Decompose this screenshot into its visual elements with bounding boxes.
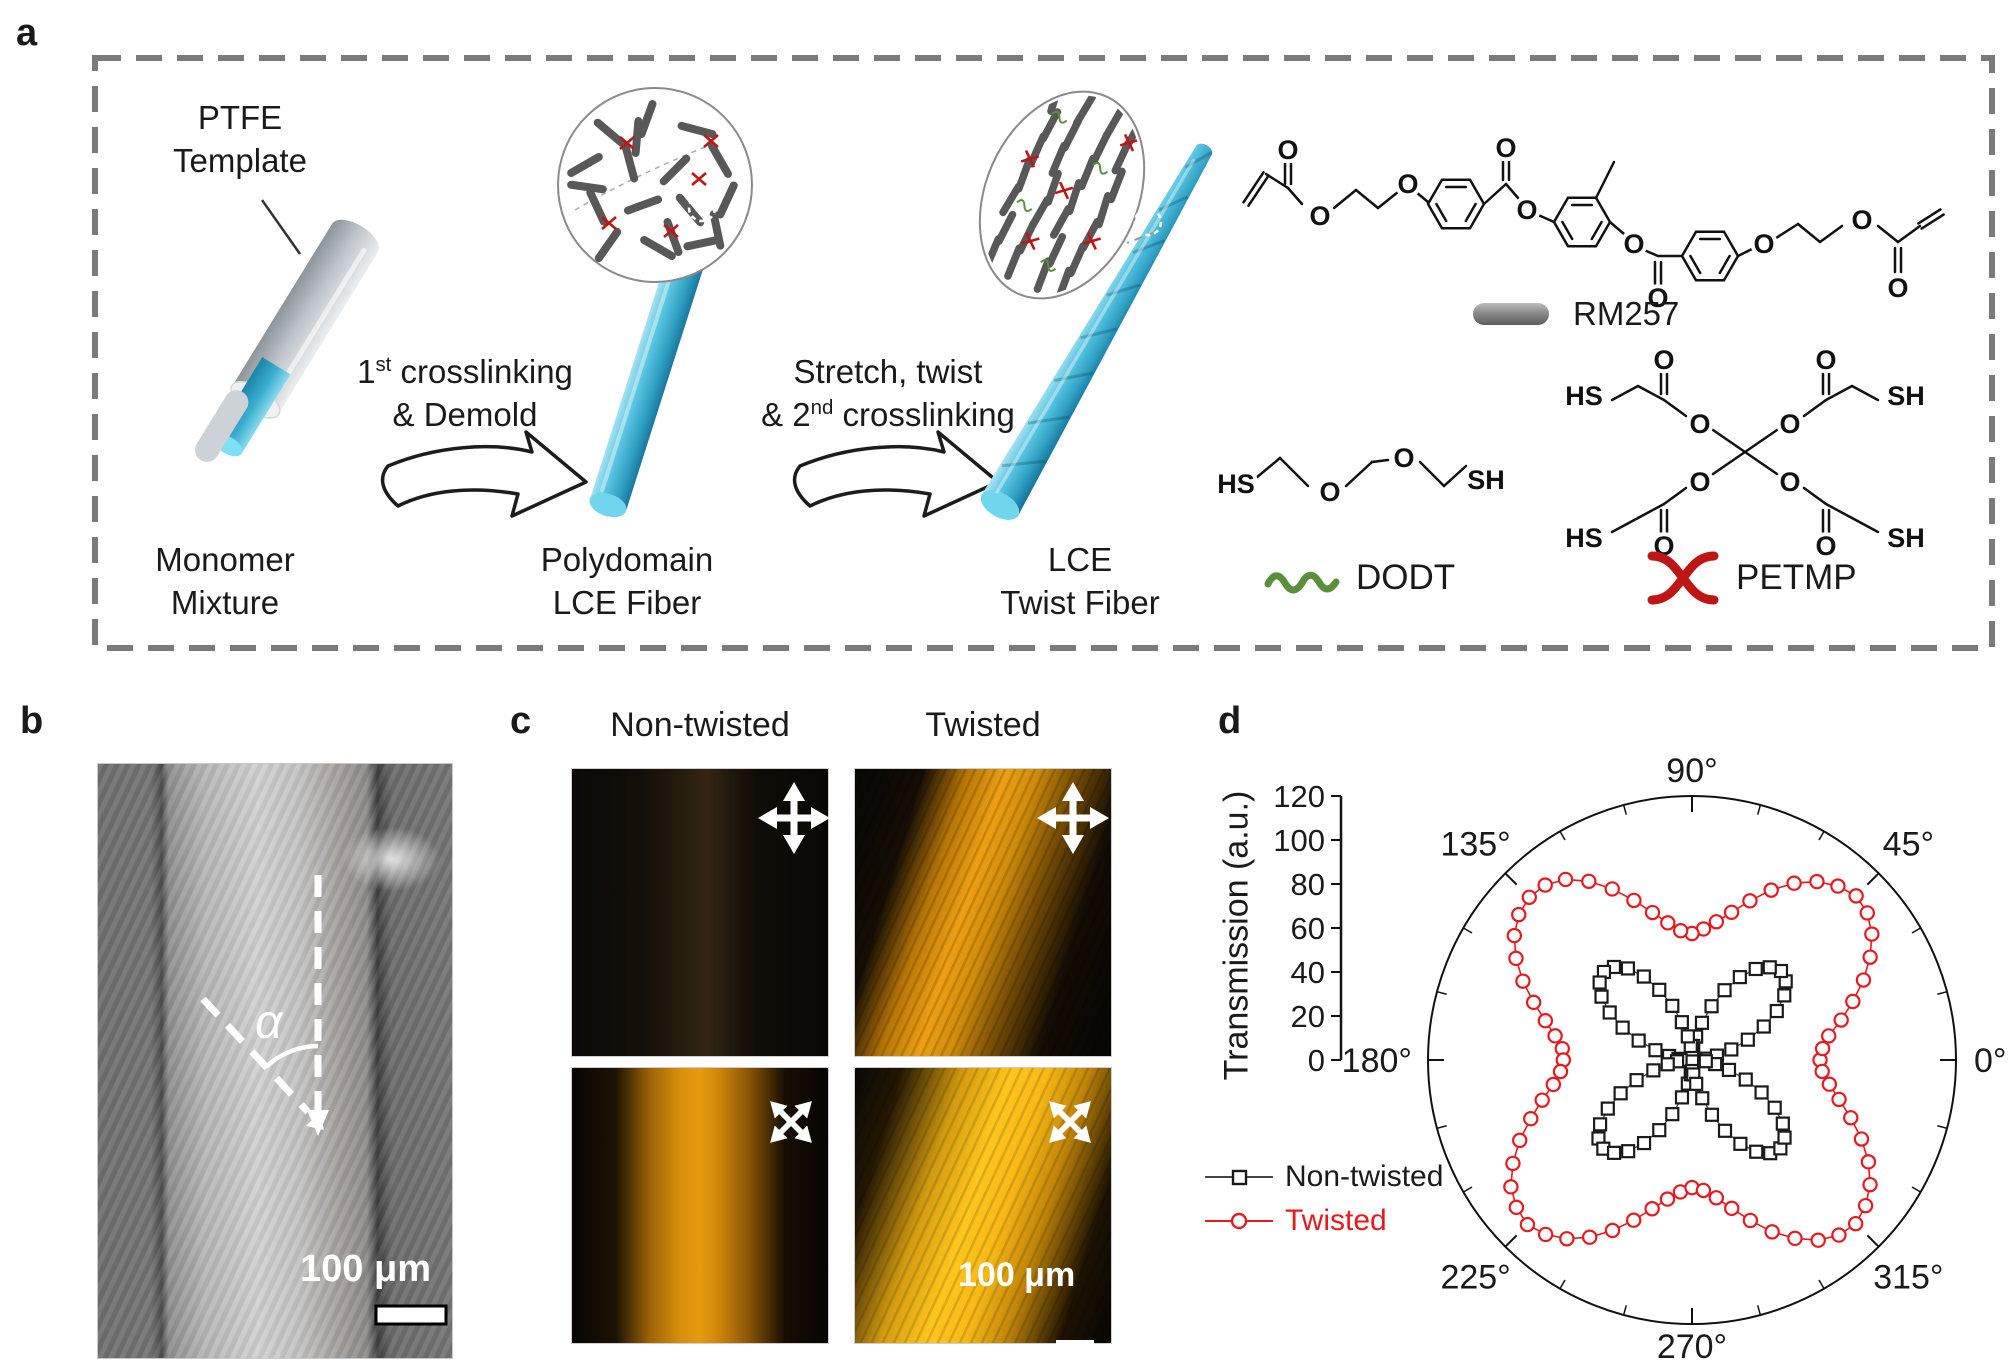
- svg-text:SH: SH: [1467, 465, 1505, 495]
- svg-text:O: O: [1753, 229, 1774, 259]
- svg-text:HS: HS: [1565, 523, 1603, 553]
- panel-a-dashed-frame: [92, 55, 1995, 651]
- svg-text:SH: SH: [1887, 523, 1925, 553]
- legend-row-twisted: Twisted: [1203, 1204, 1387, 1238]
- polar-radial-tick-label: 40: [1291, 955, 1325, 990]
- pom-scalebar: [1056, 1340, 1094, 1352]
- diagonal-polarizer-icon: [749, 1080, 832, 1163]
- process-arrow-1: [380, 430, 588, 518]
- svg-text:O: O: [1516, 195, 1537, 225]
- legend-label-twisted: Twisted: [1285, 1204, 1387, 1237]
- legend-marker-twisted-icon: [1205, 1212, 1273, 1230]
- rm257-legend-label: RM257: [1573, 295, 1680, 332]
- ptfe-template-cylinder: [195, 219, 380, 462]
- svg-text:O: O: [1277, 135, 1298, 165]
- petmp-cross-icon: [1647, 551, 1719, 605]
- svg-text:HS: HS: [1565, 381, 1603, 411]
- sem-annotations: [200, 875, 448, 1326]
- svg-text:O: O: [1815, 345, 1836, 375]
- polydomain-inset: [557, 87, 753, 283]
- dodt-wave-icon: [1264, 571, 1340, 594]
- ptfe-template-label: PTFE Template: [173, 99, 307, 179]
- svg-text:O: O: [1689, 467, 1710, 497]
- polar-angle-label: 225°: [1440, 1258, 1510, 1296]
- svg-text:SH: SH: [1887, 381, 1925, 411]
- svg-text:O: O: [1397, 169, 1418, 199]
- step2-label: Stretch, twist & 2nd crosslinking: [761, 353, 1015, 433]
- svg-text:O: O: [1309, 201, 1330, 231]
- polar-series-Twisted: [1503, 871, 1880, 1248]
- svg-text:O: O: [1647, 283, 1668, 313]
- polar-radial-tick-label: 120: [1273, 779, 1325, 814]
- svg-text:O: O: [1623, 229, 1644, 259]
- twist-angle-alpha-label: α: [255, 996, 283, 1049]
- svg-text:O: O: [1689, 409, 1710, 439]
- svg-text:O: O: [1495, 133, 1516, 163]
- svg-text:O: O: [1393, 443, 1414, 473]
- polar-angle-label: 0°: [1974, 1042, 2007, 1080]
- polar-angle-label: 45°: [1883, 826, 1934, 864]
- polar-radial-tick-label: 100: [1273, 823, 1325, 858]
- legend-marker-nontwisted-icon: [1205, 1169, 1273, 1186]
- column-title-nontwisted: Non-twisted: [610, 706, 790, 744]
- polar-radial-tick-label: 0: [1308, 1043, 1325, 1078]
- legend-row-nontwisted: Non-twisted: [1203, 1160, 1443, 1194]
- pom-image-twisted-diagonal: [855, 1068, 1111, 1343]
- panel-b-label: b: [20, 700, 44, 742]
- dodt-legend-label: DODT: [1356, 558, 1456, 597]
- process-arrow-2: [792, 430, 1000, 518]
- crossed-polarizer-icon: [758, 782, 830, 854]
- column-title-twisted: Twisted: [925, 706, 1041, 744]
- polar-radial-tick-label: 20: [1291, 999, 1325, 1034]
- svg-text:O: O: [1851, 205, 1872, 235]
- petmp-legend-label: PETMP: [1736, 558, 1857, 597]
- polar-angle-label: 180°: [1342, 1042, 1412, 1080]
- lce-twist-fiber-label: LCE Twist Fiber: [1000, 541, 1160, 621]
- step1-label: 1st crosslinking & Demold: [357, 353, 573, 433]
- crossed-polarizer-icon: [1037, 782, 1109, 854]
- polar-radial-axis-title: Transmission (a.u.): [1217, 790, 1256, 1081]
- diagonal-polarizer-icon: [1028, 1080, 1111, 1163]
- polar-angle-label: 135°: [1440, 826, 1510, 864]
- svg-text:O: O: [1779, 467, 1800, 497]
- panel-d-label: d: [1218, 700, 1242, 742]
- polydomain-fiber-label: Polydomain LCE Fiber: [540, 541, 714, 621]
- svg-text:O: O: [1815, 531, 1836, 561]
- svg-text:O: O: [1319, 477, 1340, 507]
- twist-fiber: [980, 143, 1213, 520]
- rm257-rod-icon: [1473, 303, 1549, 325]
- svg-text:HS: HS: [1217, 469, 1255, 499]
- polar-radial-tick-label: 60: [1291, 911, 1325, 946]
- panel-a-label: a: [16, 12, 38, 54]
- panel-c-label: c: [510, 700, 532, 742]
- svg-text:O: O: [1887, 273, 1908, 303]
- svg-text:O: O: [1779, 409, 1800, 439]
- ptfe-leader-line: [260, 199, 302, 255]
- monodomain-inset: [978, 78, 1146, 303]
- polar-radial-tick-label: 80: [1291, 867, 1325, 902]
- polar-angle-label: 90°: [1666, 752, 1717, 790]
- polar-chart: 0° 45° 90° 135° 180° 225° 270° 315° 0 20 40 60 80 100…: [1273, 752, 2007, 1364]
- sem-scalebar: [374, 1304, 448, 1326]
- monomer-mixture-label: Monomer Mixture: [155, 541, 295, 621]
- sem-scalebar-label: 100 μm: [300, 1248, 431, 1290]
- legend-label-nontwisted: Non-twisted: [1285, 1160, 1444, 1193]
- polar-angle-label: 270°: [1657, 1328, 1727, 1364]
- svg-text:O: O: [1653, 345, 1674, 375]
- pom-scalebar-label: 100 μm: [958, 1256, 1076, 1294]
- polar-angle-label: 315°: [1873, 1258, 1943, 1296]
- polar-series-Non-twisted: [1591, 959, 1793, 1161]
